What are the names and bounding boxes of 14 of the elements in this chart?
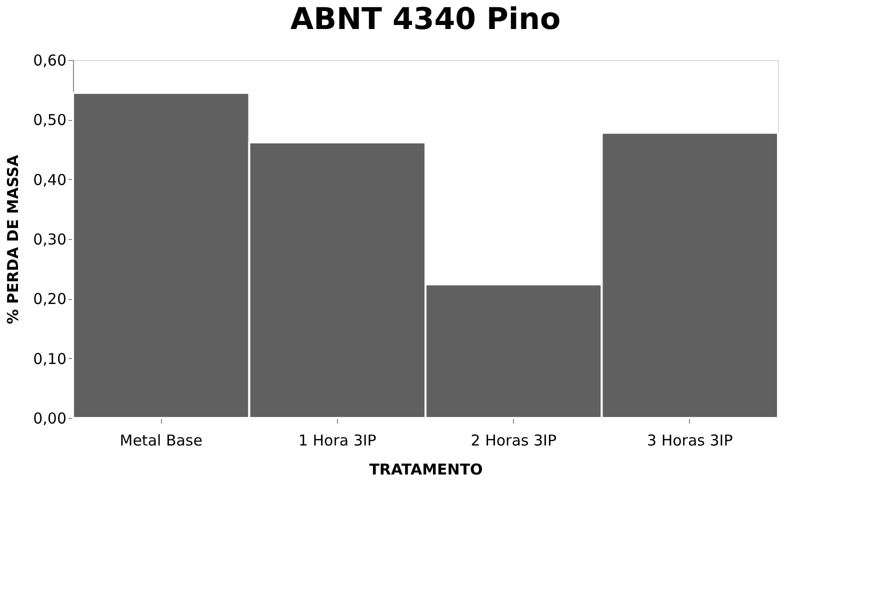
y-tick-label: 0,60	[33, 52, 66, 70]
y-tick-label: 0,10	[33, 350, 66, 368]
y-tick-label: 0,20	[33, 290, 66, 308]
x-axis-title: TRATAMENTO	[369, 460, 483, 478]
y-tick-label: 0,00	[33, 410, 66, 428]
x-tick-label: 3 Horas 3IP	[647, 432, 733, 450]
y-tick-label: 0,40	[33, 170, 66, 189]
y-axis-title: % PERDA DE MASSA	[4, 154, 22, 324]
chart-title: ABNT 4340 Pino	[290, 2, 561, 37]
y-tick-label: 0,30	[33, 230, 66, 248]
x-tick-label: 1 Hora 3IP	[298, 432, 376, 450]
y-tick-label: 0,50	[33, 111, 66, 130]
x-tick-label: 2 Horas 3IP	[470, 432, 556, 450]
x-tick-label: Metal Base	[120, 432, 202, 450]
